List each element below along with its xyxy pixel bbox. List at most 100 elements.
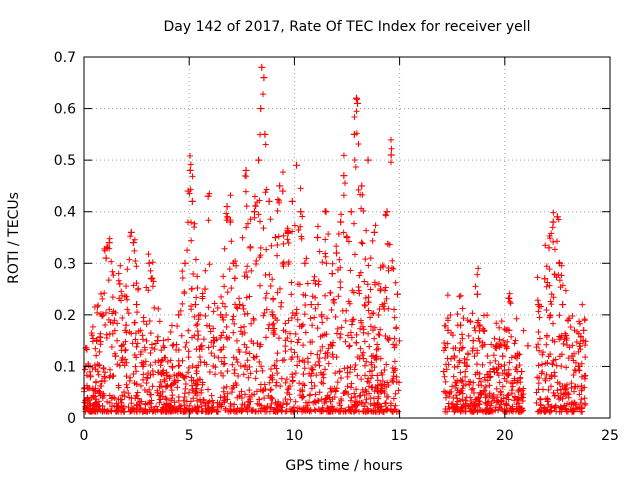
density-mark (85, 385, 92, 392)
data-point (184, 187, 192, 195)
density-mark (556, 380, 563, 387)
density-mark (315, 278, 322, 285)
density-mark (226, 334, 233, 341)
data-point (301, 259, 309, 267)
density-mark (254, 199, 261, 206)
density-mark (457, 339, 464, 346)
density-mark (460, 403, 467, 410)
density-mark (502, 343, 509, 350)
density-mark (383, 361, 390, 368)
density-mark (444, 292, 451, 299)
density-mark (231, 320, 238, 327)
data-point (545, 244, 553, 252)
density-mark (570, 357, 577, 364)
density-mark (392, 402, 399, 409)
density-mark (393, 342, 400, 349)
density-mark (143, 374, 150, 381)
density-mark (459, 390, 466, 397)
density-mark (353, 339, 360, 346)
density-mark (117, 262, 124, 269)
density-mark (579, 301, 586, 308)
density-mark (137, 327, 144, 334)
density-mark (320, 380, 327, 387)
density-mark (337, 396, 344, 403)
density-mark (122, 327, 129, 334)
density-mark (175, 362, 182, 369)
density-mark (202, 267, 209, 274)
density-mark (349, 287, 356, 294)
density-mark (140, 371, 147, 378)
density-mark (132, 336, 139, 343)
density-mark (519, 394, 526, 401)
density-mark (258, 402, 265, 409)
density-mark (342, 408, 349, 415)
density-mark (382, 212, 389, 219)
data-point (297, 208, 305, 216)
density-mark (97, 334, 104, 341)
density-mark (549, 337, 556, 344)
density-mark (222, 405, 229, 412)
density-mark (569, 408, 576, 415)
density-mark (361, 362, 368, 369)
data-point (387, 151, 395, 159)
density-mark (86, 401, 93, 408)
density-mark (491, 366, 498, 373)
density-mark (177, 402, 184, 409)
density-mark (508, 407, 515, 414)
data-point (127, 228, 135, 236)
density-mark (303, 255, 310, 262)
data-point (188, 197, 196, 205)
density-mark (554, 387, 561, 394)
density-mark (371, 400, 378, 407)
data-points (81, 63, 588, 407)
density-mark (319, 332, 326, 339)
density-mark (147, 372, 154, 379)
density-mark (577, 333, 584, 340)
density-mark (161, 354, 168, 361)
density-mark (149, 368, 156, 375)
data-point (145, 259, 153, 267)
density-mark (232, 380, 239, 387)
density-mark (509, 380, 516, 387)
density-mark (320, 406, 327, 413)
density-mark (548, 230, 555, 237)
density-mark (245, 374, 252, 381)
density-mark (311, 382, 318, 389)
density-mark (372, 281, 379, 288)
density-mark (280, 327, 287, 334)
density-mark (221, 354, 228, 361)
density-mark (558, 272, 565, 279)
density-mark (564, 341, 571, 348)
density-mark (486, 406, 493, 413)
density-mark (201, 359, 208, 366)
density-mark (244, 274, 251, 281)
density-mark (505, 366, 512, 373)
density-mark (151, 304, 158, 311)
density-mark (271, 325, 278, 332)
density-mark (511, 393, 518, 400)
data-point (559, 301, 567, 309)
density-mark (192, 388, 199, 395)
density-mark (545, 396, 552, 403)
density-mark (94, 309, 101, 316)
density-mark (543, 283, 550, 290)
density-mark (346, 408, 353, 415)
density-mark (475, 335, 482, 342)
density-mark (338, 374, 345, 381)
density-mark (227, 403, 234, 410)
density-mark (151, 346, 158, 353)
density-mark (324, 352, 331, 359)
density-mark (224, 390, 231, 397)
density-mark (575, 348, 582, 355)
density-mark (223, 210, 230, 217)
density-mark (378, 369, 385, 376)
density-mark (351, 157, 358, 164)
density-mark (552, 404, 559, 411)
density-mark (184, 247, 191, 254)
density-mark (109, 330, 116, 337)
data-point (99, 311, 107, 319)
density-mark (286, 391, 293, 398)
density-mark (250, 340, 257, 347)
density-mark (207, 328, 214, 335)
density-mark (106, 366, 113, 373)
